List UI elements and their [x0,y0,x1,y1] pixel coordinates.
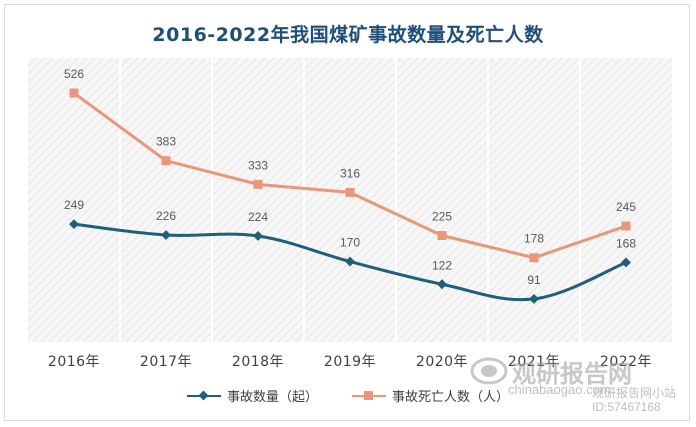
data-label: 178 [524,232,544,246]
data-point-deaths [529,253,539,263]
watermark-site: chinabaogao.com [508,382,611,397]
x-tick-label: 2019年 [324,354,376,370]
data-point-accidents [529,293,539,304]
watermark-note: 观研报告网小站 [592,386,677,400]
x-tick-label: 2020年 [416,354,468,370]
watermark-logo-icon [470,357,508,385]
data-label: 168 [616,236,636,250]
x-tick-label: 2022年 [600,354,652,370]
legend-swatch-deaths [352,390,386,401]
chart-title: 2016-2022年我国煤矿事故数量及死亡人数 [152,24,544,46]
data-point-accidents [161,230,171,240]
legend-label-deaths: 事故死亡人数（人） [392,390,510,405]
data-point-accidents [621,257,631,268]
data-point-deaths [621,221,631,231]
data-label: 226 [156,209,176,223]
legend: 事故数量（起） 事故死亡人数（人） [0,386,696,405]
data-label: 526 [64,67,84,81]
plot-area [28,58,672,342]
watermark-brand: 观研报告网 [512,360,632,388]
data-point-deaths [161,156,171,166]
data-label: 333 [248,158,268,172]
watermark: 观研报告网 chinabaogao.com 观研报告网小站 ID:5746716… [468,352,688,422]
data-label: 245 [616,200,636,214]
data-label: 122 [432,258,452,272]
data-label: 91 [527,273,541,287]
data-point-deaths [69,88,79,98]
x-tick-label: 2017年 [140,354,192,370]
data-label: 316 [340,166,360,180]
data-point-deaths [253,179,263,189]
legend-item-deaths: 事故死亡人数（人） [352,386,509,405]
x-tick-label: 2018年 [232,354,284,370]
data-label: 224 [248,210,268,224]
x-tick-label: 2021年 [508,354,560,370]
data-label: 249 [64,198,84,212]
data-label: 170 [340,236,360,250]
data-point-accidents [345,256,355,267]
legend-swatch-accidents [186,390,221,401]
data-point-deaths [345,187,355,197]
data-point-accidents [69,219,79,230]
data-point-accidents [437,279,447,290]
data-point-accidents [253,231,263,241]
data-label: 383 [156,135,176,149]
data-point-deaths [437,231,447,240]
legend-item-accidents: 事故数量（起） [186,386,318,405]
data-label: 225 [432,210,452,224]
x-tick-label: 2016年 [48,354,100,370]
watermark-id: ID:57467168 [592,400,661,414]
legend-label-accidents: 事故数量（起） [226,390,318,405]
